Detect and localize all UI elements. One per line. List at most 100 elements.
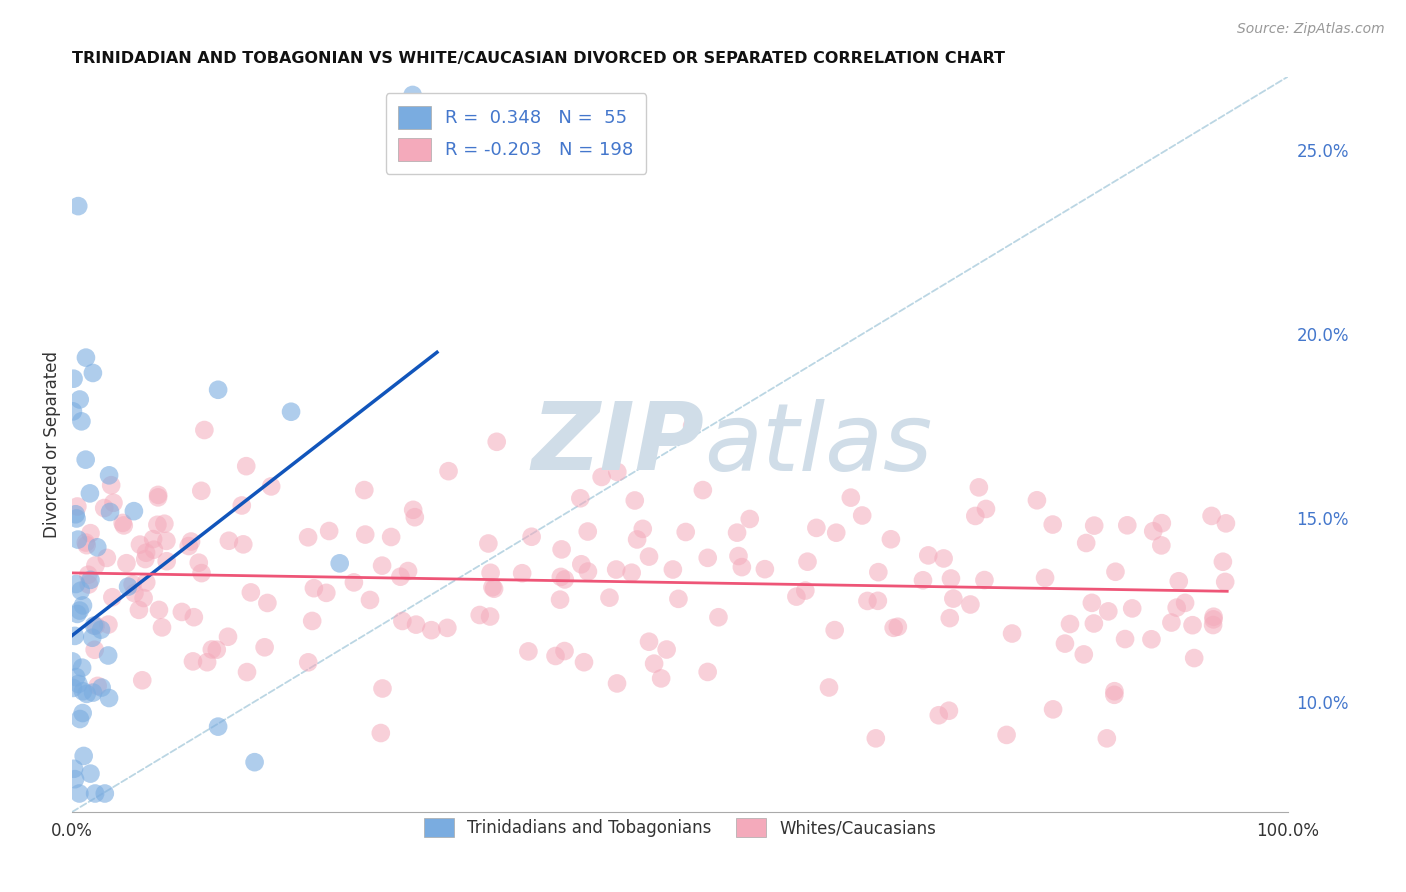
Point: [343, 575, 366, 590]
Point: [576, 524, 599, 539]
Point: [148, 603, 170, 617]
Point: [598, 591, 620, 605]
Point: [146, 517, 169, 532]
Point: [82, 685, 104, 699]
Point: [868, 565, 890, 579]
Point: [66, 533, 89, 547]
Point: [77, 567, 100, 582]
Point: [82, 366, 104, 380]
Point: [485, 434, 508, 449]
Point: [115, 556, 138, 570]
Point: [86, 541, 108, 555]
Point: [796, 555, 818, 569]
Point: [1026, 493, 1049, 508]
Point: [569, 491, 592, 506]
Point: [939, 611, 962, 625]
Point: [103, 496, 125, 510]
Point: [865, 731, 887, 746]
Point: [98, 468, 121, 483]
Point: [668, 591, 690, 606]
Point: [84, 558, 107, 573]
Point: [77, 577, 100, 591]
Point: [236, 665, 259, 679]
Point: [1212, 555, 1234, 569]
Point: [554, 644, 576, 658]
Point: [482, 582, 505, 596]
Point: [135, 575, 157, 590]
Point: [79, 486, 101, 500]
Point: [65, 577, 87, 591]
Point: [67, 787, 90, 801]
Point: [880, 533, 903, 547]
Point: [82, 631, 104, 645]
Point: [231, 499, 253, 513]
Point: [681, 418, 703, 433]
Point: [825, 525, 848, 540]
Point: [1059, 617, 1081, 632]
Point: [243, 755, 266, 769]
Point: [76, 538, 98, 552]
Point: [1042, 517, 1064, 532]
Point: [436, 621, 458, 635]
Point: [132, 591, 155, 605]
Point: [155, 533, 177, 548]
Point: [101, 591, 124, 605]
Point: [576, 565, 599, 579]
Point: [725, 525, 748, 540]
Point: [86, 679, 108, 693]
Point: [98, 691, 121, 706]
Point: [70, 414, 93, 428]
Point: [965, 508, 987, 523]
Point: [129, 538, 152, 552]
Point: [83, 642, 105, 657]
Point: [297, 530, 319, 544]
Point: [1201, 508, 1223, 523]
Point: [1182, 651, 1205, 665]
Point: [156, 554, 179, 568]
Point: [201, 642, 224, 657]
Point: [84, 787, 107, 801]
Point: [1033, 571, 1056, 585]
Point: [1121, 601, 1143, 615]
Point: [450, 121, 472, 136]
Point: [205, 642, 228, 657]
Point: [1160, 615, 1182, 630]
Point: [1083, 616, 1105, 631]
Point: [97, 617, 120, 632]
Point: [1116, 518, 1139, 533]
Point: [569, 558, 592, 572]
Point: [606, 465, 628, 479]
Point: [302, 581, 325, 595]
Point: [128, 603, 150, 617]
Point: [131, 673, 153, 688]
Point: [177, 539, 200, 553]
Point: [359, 593, 381, 607]
Point: [135, 546, 157, 560]
Point: [479, 609, 502, 624]
Point: [69, 392, 91, 407]
Point: [643, 657, 665, 671]
Point: [183, 610, 205, 624]
Point: [1095, 731, 1118, 746]
Point: [995, 728, 1018, 742]
Point: [121, 577, 143, 591]
Point: [938, 704, 960, 718]
Point: [1140, 632, 1163, 647]
Point: [1053, 637, 1076, 651]
Point: [170, 605, 193, 619]
Point: [380, 530, 402, 544]
Point: [650, 672, 672, 686]
Point: [1150, 516, 1173, 531]
Point: [134, 552, 156, 566]
Point: [112, 518, 135, 533]
Point: [297, 655, 319, 669]
Point: [479, 566, 502, 580]
Point: [959, 598, 981, 612]
Point: [426, 103, 449, 117]
Point: [76, 687, 98, 701]
Point: [550, 570, 572, 584]
Point: [932, 551, 955, 566]
Point: [806, 521, 828, 535]
Point: [207, 720, 229, 734]
Point: [150, 620, 173, 634]
